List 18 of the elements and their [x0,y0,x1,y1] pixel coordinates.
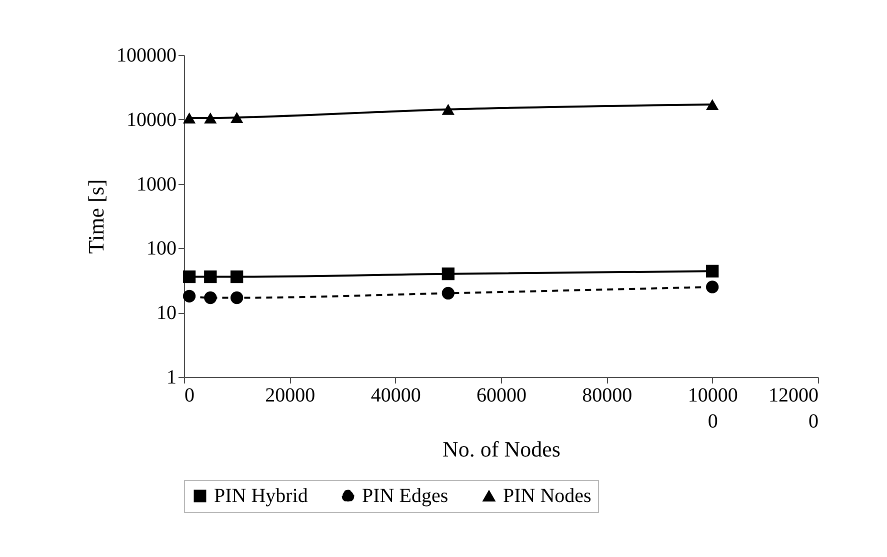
y-axis-title: Time [s] [84,179,108,254]
legend-label: PIN Edges [362,485,448,507]
x-tick-label: 10000 0 [688,384,738,432]
y-tick-label: 1 [166,366,176,388]
x-axis-title: No. of Nodes [442,436,560,462]
y-tick-label: 100000 [116,44,176,66]
y-tick-label: 100 [146,238,176,260]
y-tick-label: 10000 [126,108,176,131]
y-tick-label: 10 [156,302,176,324]
y-tick-label: 1000 [136,173,176,196]
x-tick-label: 60000 [476,384,526,406]
x-tick-label: 80000 [582,384,632,406]
x-tick-label: 0 [184,384,194,406]
legend-label: PIN Nodes [503,485,592,507]
x-tick-label: 20000 [265,384,316,406]
legend-label: PIN Hybrid [214,485,308,507]
x-tick-label: 12000 0 [768,384,818,432]
x-tick-label: 40000 [370,384,421,406]
